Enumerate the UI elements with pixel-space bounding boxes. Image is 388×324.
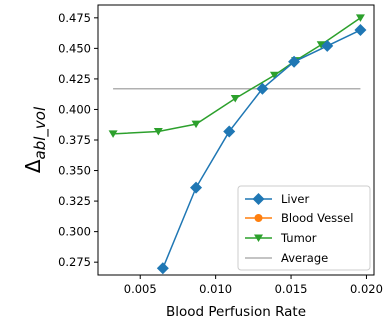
- data-point-liver: [354, 24, 367, 37]
- y-tick-label: 0.350: [58, 164, 91, 178]
- legend-entry-blood-vessel: Blood Vessel: [245, 211, 353, 225]
- data-point-tumor: [153, 127, 163, 136]
- x-axis-label: Blood Perfusion Rate: [166, 304, 306, 320]
- x-tick-label: 0.005: [124, 282, 157, 296]
- legend-entry-average: Average: [245, 251, 328, 265]
- legend-label-liver: Liver: [281, 192, 309, 206]
- data-point-tumor: [355, 14, 365, 22]
- legend-marker-liver: [252, 193, 265, 205]
- data-point-tumor: [230, 94, 240, 103]
- series-line-tumor: [113, 17, 361, 135]
- data-point-tumor: [269, 71, 279, 80]
- legend-label-tumor: Tumor: [280, 231, 317, 245]
- legend-marker-tumor: [254, 234, 263, 242]
- y-axis-label-main: Δ: [21, 159, 45, 173]
- data-point-liver: [256, 82, 269, 95]
- y-axis-label: Δabl_vol: [21, 106, 50, 173]
- data-point-liver: [321, 39, 334, 52]
- y-axis-ticks: 0.275 0.300 0.325 0.350 0.375 0.400 0.425 0.450…: [58, 11, 98, 269]
- y-tick-label: 0.450: [58, 41, 91, 55]
- legend-entry-liver: Liver: [245, 192, 309, 206]
- data-point-liver: [190, 181, 203, 194]
- x-tick-label: 0.020: [350, 282, 383, 296]
- legend-box: [237, 185, 371, 271]
- y-tick-label: 0.300: [58, 225, 91, 239]
- y-tick-label: 0.425: [58, 72, 91, 86]
- y-tick-label: 0.325: [58, 194, 91, 208]
- y-tick-label: 0.400: [58, 102, 91, 116]
- y-tick-label: 0.275: [58, 255, 91, 269]
- data-point-tumor: [316, 41, 326, 49]
- data-point-tumor: [108, 130, 118, 138]
- data-point-liver: [156, 262, 169, 275]
- y-axis-label-subscript: abl_vol: [31, 106, 50, 159]
- data-point-liver: [223, 125, 236, 138]
- legend-marker-blood-vessel: [254, 214, 263, 222]
- legend-label-average: Average: [281, 251, 328, 265]
- data-point-tumor: [191, 120, 201, 129]
- x-axis-ticks: 0.005 0.010 0.015 0.020: [124, 275, 383, 296]
- data-point-liver: [288, 55, 301, 68]
- legend-label-blood-vessel: Blood Vessel: [281, 211, 353, 225]
- x-tick-label: 0.015: [275, 282, 308, 296]
- y-tick-label: 0.375: [58, 133, 91, 147]
- legend: Liver Blood Vessel Tumor Average: [237, 185, 371, 271]
- y-tick-label: 0.475: [58, 11, 91, 25]
- series-layer: [108, 14, 367, 275]
- x-tick-label: 0.010: [199, 282, 232, 296]
- legend-entry-tumor: Tumor: [245, 231, 317, 245]
